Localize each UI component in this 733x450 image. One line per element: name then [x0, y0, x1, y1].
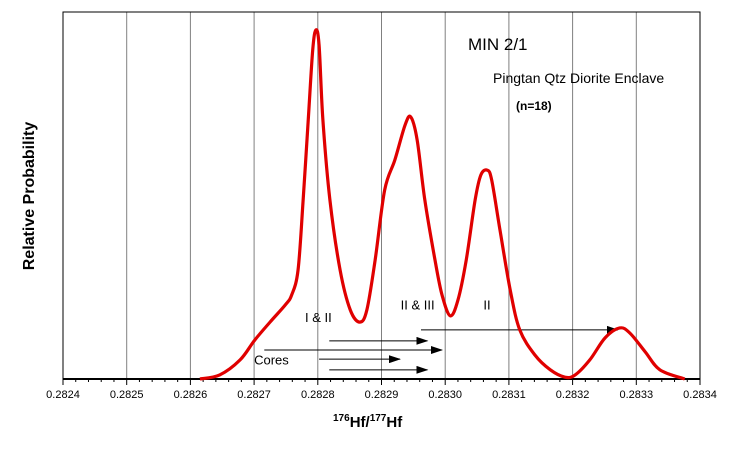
x-label-sup1: 176	[333, 413, 350, 424]
x-tick-label: 0.2832	[556, 389, 590, 401]
x-tick-label: 0.2833	[619, 389, 653, 401]
probability-curve	[199, 28, 686, 381]
x-tick-label: 0.2829	[365, 389, 399, 401]
chart-title: MIN 2/1	[468, 35, 528, 54]
x-tick-label: 0.2826	[174, 389, 208, 401]
x-label-mid: Hf/	[350, 414, 371, 431]
x-tick-label: 0.2824	[46, 389, 80, 401]
x-axis-label: 176Hf/177Hf	[333, 413, 403, 431]
annotation-label: II	[483, 297, 490, 312]
annotation-label: II & III	[401, 297, 435, 312]
annotation-label: Cores	[254, 352, 289, 367]
x-label-sup2: 177	[370, 413, 387, 424]
annotation-label: I & II	[305, 310, 332, 325]
x-label-end: Hf	[386, 414, 403, 431]
x-tick-label: 0.2831	[492, 389, 526, 401]
x-tick-label: 0.2825	[110, 389, 144, 401]
x-tick-label: 0.2834	[683, 389, 717, 401]
y-axis-label: Relative Probability	[21, 122, 38, 271]
sample-count: (n=18)	[516, 99, 552, 113]
chart-subtitle: Pingtan Qtz Diorite Enclave	[493, 70, 664, 86]
x-tick-label: 0.2828	[301, 389, 335, 401]
x-tick-label: 0.2827	[237, 389, 271, 401]
x-tick-label: 0.2830	[428, 389, 462, 401]
